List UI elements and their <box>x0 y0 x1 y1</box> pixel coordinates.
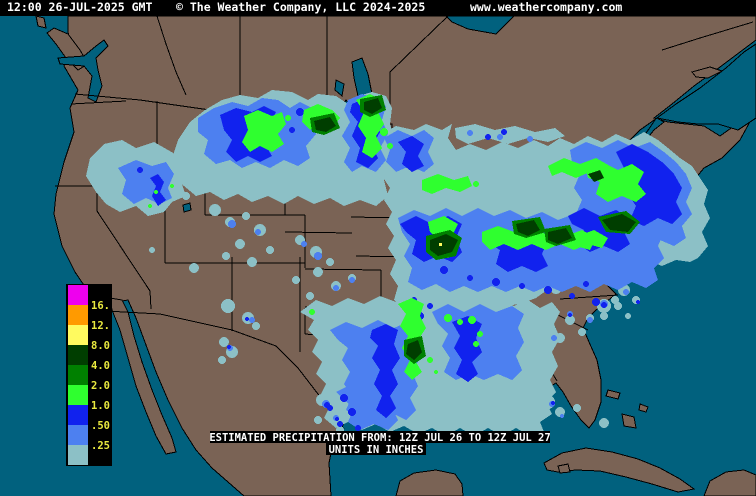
precip-level-800 <box>314 98 636 360</box>
hudson-bay <box>445 16 515 35</box>
legend-swatch-4-8 <box>68 345 88 365</box>
map-canvas: 16. 12. 8.0 4.0 2.0 1.0 .50 .25 ESTIMATE… <box>0 16 756 496</box>
legend-label-1: 1.0 <box>91 400 110 412</box>
hispaniola <box>703 469 756 496</box>
gulf-of-st-lawrence <box>655 43 756 131</box>
puget-sound <box>57 39 109 103</box>
legend-swatch-8-12 <box>68 325 88 345</box>
legend-label-2: 2.0 <box>91 380 110 392</box>
legend-label-12: 12. <box>91 320 110 332</box>
legend-swatch-025-050 <box>68 425 88 445</box>
caption-line2: UNITS IN INCHES <box>329 444 424 456</box>
bahamas <box>605 389 649 429</box>
anticosti-island <box>691 66 724 79</box>
map-timestamp: 12:00 26-JUL-2025 GMT <box>7 0 153 14</box>
legend-label-8: 8.0 <box>91 340 110 352</box>
legend-label-16: 16. <box>91 300 110 312</box>
website-url: www.weathercompany.com <box>470 0 623 14</box>
precip-level-1200 <box>439 243 442 246</box>
map-caption: ESTIMATED PRECIPITATION FROM: 12Z JUL 26… <box>209 431 551 456</box>
caption-line1: ESTIMATED PRECIPITATION FROM: 12Z JUL 26… <box>209 432 550 444</box>
legend-swatch-2-4 <box>68 365 88 385</box>
isle-of-youth <box>557 463 571 474</box>
legend-label-4: 4.0 <box>91 360 110 372</box>
legend-swatch-12-16 <box>68 305 88 325</box>
yucatan <box>395 469 464 496</box>
legend-label-025: .25 <box>91 440 110 452</box>
caption-line2-background <box>326 443 426 455</box>
header-bar: 12:00 26-JUL-2025 GMT © The Weather Comp… <box>0 0 756 16</box>
legend-swatch-16plus <box>68 285 88 305</box>
legend-swatch-1-2 <box>68 385 88 405</box>
baja-california <box>109 297 177 455</box>
legend-swatch-under-025 <box>68 445 88 465</box>
copyright-text: © The Weather Company, LLC 2024-2025 <box>176 0 426 14</box>
great-salt-lake <box>182 202 192 213</box>
coastal-islet <box>35 16 47 29</box>
legend-swatch-050-1 <box>68 405 88 425</box>
precip-scale-legend: 16. 12. 8.0 4.0 2.0 1.0 .50 .25 <box>66 284 112 466</box>
legend-label-050: .50 <box>91 420 110 432</box>
caption-line1-background <box>210 431 550 443</box>
